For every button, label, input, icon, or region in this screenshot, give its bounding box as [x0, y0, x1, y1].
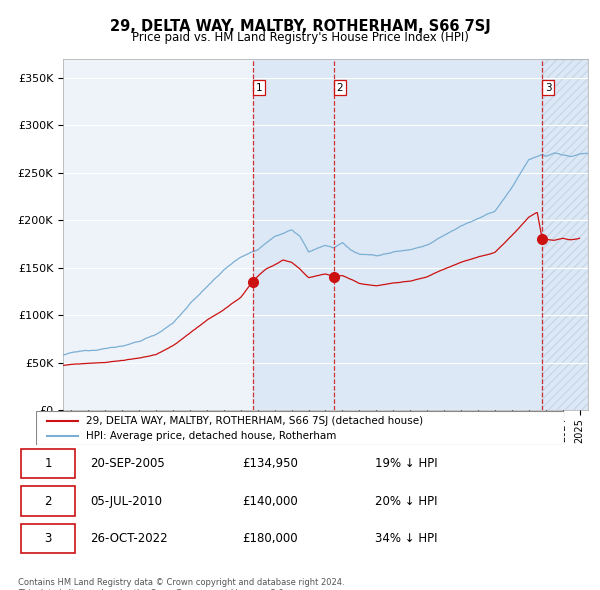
Bar — [334, 59, 542, 410]
FancyBboxPatch shape — [36, 411, 564, 445]
Text: Price paid vs. HM Land Registry's House Price Index (HPI): Price paid vs. HM Land Registry's House … — [131, 31, 469, 44]
Text: 29, DELTA WAY, MALTBY, ROTHERHAM, S66 7SJ (detached house): 29, DELTA WAY, MALTBY, ROTHERHAM, S66 7S… — [86, 416, 423, 426]
Text: 20% ↓ HPI: 20% ↓ HPI — [375, 494, 437, 507]
FancyBboxPatch shape — [20, 449, 76, 478]
Text: 2: 2 — [44, 494, 52, 507]
Text: 2: 2 — [337, 83, 343, 93]
Text: 20-SEP-2005: 20-SEP-2005 — [90, 457, 164, 470]
Text: 34% ↓ HPI: 34% ↓ HPI — [375, 532, 437, 545]
Text: 26-OCT-2022: 26-OCT-2022 — [90, 532, 167, 545]
Text: 29, DELTA WAY, MALTBY, ROTHERHAM, S66 7SJ: 29, DELTA WAY, MALTBY, ROTHERHAM, S66 7S… — [110, 19, 490, 34]
Bar — [542, 59, 588, 410]
Text: £140,000: £140,000 — [242, 494, 298, 507]
Text: £180,000: £180,000 — [242, 532, 298, 545]
Text: HPI: Average price, detached house, Rotherham: HPI: Average price, detached house, Roth… — [86, 431, 337, 441]
FancyBboxPatch shape — [20, 486, 76, 516]
Bar — [253, 59, 334, 410]
Text: 05-JUL-2010: 05-JUL-2010 — [90, 494, 162, 507]
Text: 3: 3 — [545, 83, 551, 93]
FancyBboxPatch shape — [20, 524, 76, 553]
Text: 1: 1 — [44, 457, 52, 470]
Text: Contains HM Land Registry data © Crown copyright and database right 2024.
This d: Contains HM Land Registry data © Crown c… — [18, 578, 344, 590]
Text: 19% ↓ HPI: 19% ↓ HPI — [375, 457, 437, 470]
Text: £134,950: £134,950 — [242, 457, 298, 470]
Text: 3: 3 — [44, 532, 52, 545]
Text: 1: 1 — [256, 83, 262, 93]
